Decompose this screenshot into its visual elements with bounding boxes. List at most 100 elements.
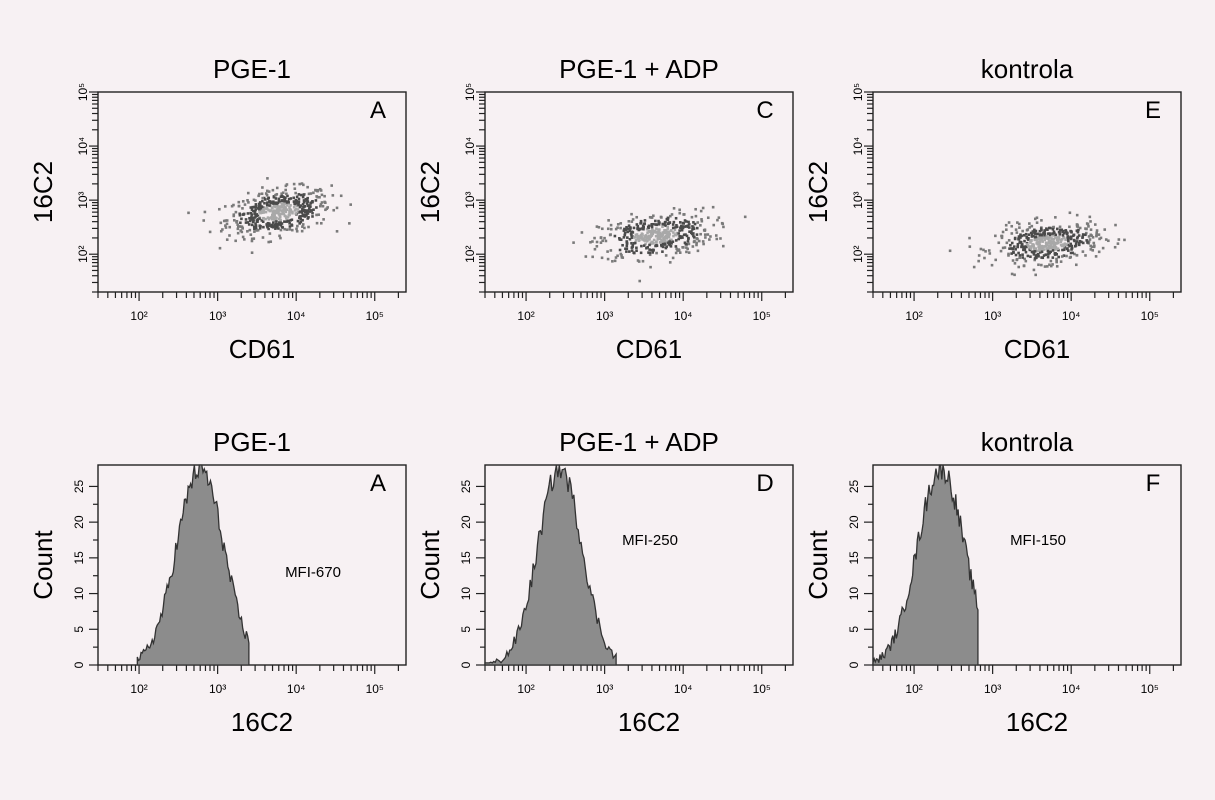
event-dot — [270, 217, 274, 220]
event-dot — [1049, 250, 1052, 254]
event-dot — [266, 201, 269, 205]
event-dot — [1036, 241, 1040, 245]
y-tick-label: 10² — [851, 246, 865, 263]
event-dot — [265, 193, 269, 197]
event-dot — [237, 200, 241, 204]
event-dot — [659, 215, 663, 219]
event-dot — [650, 216, 653, 219]
event-dot — [306, 209, 310, 213]
event-dot — [1091, 236, 1095, 239]
event-dot — [661, 225, 664, 228]
event-dot — [252, 237, 256, 240]
event-dot — [228, 234, 231, 237]
event-dot — [603, 236, 606, 240]
event-dot — [666, 232, 669, 235]
event-dot — [1116, 242, 1120, 245]
event-dot — [1087, 240, 1091, 243]
event-dot — [652, 242, 655, 245]
event-dot — [1043, 229, 1046, 233]
event-dot — [1117, 238, 1121, 241]
event-dot — [331, 194, 335, 197]
event-dot — [658, 233, 662, 237]
event-dot — [1029, 247, 1033, 250]
event-dot — [288, 211, 291, 214]
event-dot — [648, 251, 652, 255]
event-dot — [252, 209, 255, 213]
event-dot — [274, 205, 277, 209]
event-dot — [293, 200, 296, 204]
event-dot — [654, 219, 657, 223]
event-dot — [242, 212, 246, 216]
event-dot — [234, 210, 238, 214]
event-dot — [646, 245, 649, 249]
event-dot — [655, 240, 658, 244]
event-dot — [668, 243, 672, 247]
event-dot — [648, 253, 652, 257]
event-dot — [1015, 231, 1019, 234]
event-dot — [657, 228, 661, 232]
event-dot — [687, 236, 690, 240]
event-dot — [646, 235, 649, 239]
event-dot — [987, 249, 991, 252]
event-dot — [1061, 248, 1064, 252]
event-dot — [660, 238, 663, 241]
event-dot — [669, 214, 672, 218]
event-dot — [299, 220, 303, 224]
event-dot — [1070, 246, 1074, 250]
event-dot — [219, 229, 223, 233]
event-dot — [288, 206, 291, 209]
event-dot — [271, 213, 274, 217]
event-dot — [664, 231, 668, 234]
event-dot — [1072, 233, 1076, 237]
event-dot — [298, 215, 302, 218]
event-dot — [673, 228, 677, 232]
event-dot — [1035, 221, 1039, 224]
event-dot — [303, 205, 306, 208]
event-dot — [679, 236, 682, 240]
event-dot — [1056, 241, 1060, 245]
event-dot — [657, 222, 661, 226]
event-dot — [626, 230, 629, 234]
event-dot — [696, 249, 700, 253]
event-dot — [202, 219, 206, 222]
event-dot — [1095, 229, 1099, 232]
event-dot — [1045, 234, 1049, 238]
event-dot — [1057, 248, 1060, 252]
y-tick-label: 0 — [847, 661, 861, 668]
event-dot — [246, 191, 250, 195]
x-tick-label: 10³ — [209, 309, 226, 323]
event-dot — [646, 239, 649, 243]
event-dot — [277, 206, 280, 209]
event-dot — [241, 235, 245, 239]
event-dot — [1075, 223, 1079, 226]
event-dot — [1088, 215, 1092, 219]
event-dot — [1032, 234, 1035, 238]
event-dot — [1059, 243, 1063, 247]
event-dot — [1042, 231, 1045, 235]
x-axis-label: CD61 — [229, 334, 295, 364]
event-dot — [672, 234, 675, 238]
event-dot — [290, 223, 293, 227]
event-dot — [682, 246, 685, 249]
x-tick-label: 10⁴ — [1062, 682, 1081, 696]
event-dot — [968, 236, 971, 240]
event-dot — [219, 221, 223, 225]
event-dot — [1038, 240, 1042, 244]
event-dot — [1052, 242, 1056, 245]
event-dot — [288, 225, 292, 228]
event-dot — [311, 200, 314, 204]
event-dot — [251, 216, 254, 220]
x-axis-label: 16C2 — [618, 707, 680, 737]
event-dot — [667, 233, 671, 236]
event-dot — [682, 233, 686, 237]
event-dot — [1051, 249, 1055, 252]
event-dot — [1037, 237, 1041, 241]
y-axis-label: 16C2 — [803, 161, 833, 223]
event-dot — [248, 216, 251, 220]
event-dot — [1057, 237, 1061, 240]
y-tick-label: 20 — [72, 515, 86, 529]
event-dot — [641, 259, 645, 263]
event-dot — [1033, 248, 1036, 251]
event-dot — [317, 213, 321, 217]
event-dot — [611, 260, 614, 263]
